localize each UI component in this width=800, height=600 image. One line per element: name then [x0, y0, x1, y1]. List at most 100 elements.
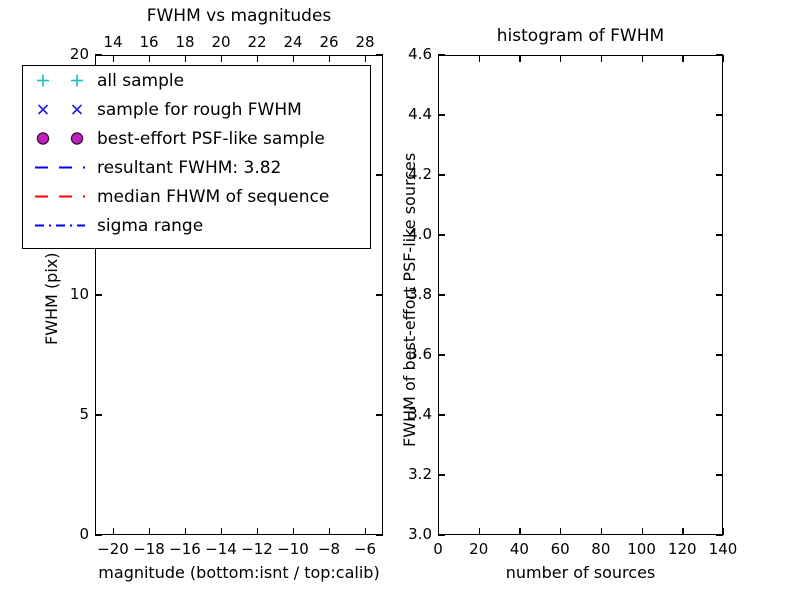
- legend-item-resultant-fwhm: resultant FWHM: 3.82: [23, 153, 370, 182]
- axis-tick: [560, 55, 562, 62]
- axis-tick: [257, 55, 259, 62]
- axis-tick: [185, 55, 187, 62]
- hist-ytick-label: 4.0: [408, 225, 432, 243]
- axis-tick: [95, 534, 102, 536]
- axis-tick: [716, 354, 723, 356]
- axis-tick: [376, 54, 383, 56]
- ytick-label: 0: [79, 525, 89, 543]
- axis-tick: [329, 528, 331, 535]
- axis-tick: [438, 354, 445, 356]
- legend-item-median-fwhm: median FHWM of sequence: [23, 182, 370, 211]
- axis-tick: [438, 534, 445, 536]
- legend-label: resultant FWHM: 3.82: [97, 157, 282, 178]
- hist-ytick-label: 3.2: [408, 465, 432, 483]
- axis-tick: [221, 55, 223, 62]
- xtick-top-label: 20: [211, 33, 231, 51]
- plus-icon: [23, 66, 97, 95]
- axis-tick: [478, 528, 480, 535]
- axis-tick: [329, 55, 331, 62]
- xtick-bottom-label: −14: [205, 540, 237, 558]
- axis-tick: [560, 528, 562, 535]
- hist-xtick-label: 120: [667, 540, 697, 558]
- hist-xtick-label: 40: [509, 540, 529, 558]
- hist-xtick-label: 0: [433, 540, 443, 558]
- legend-item-sigma-range: sigma range: [23, 211, 370, 240]
- axis-tick: [293, 528, 295, 535]
- axis-tick: [95, 414, 102, 416]
- xtick-top-label: 18: [175, 33, 195, 51]
- xtick-top-label: 14: [103, 33, 123, 51]
- axis-tick: [438, 55, 440, 62]
- axis-tick: [376, 534, 383, 536]
- axis-tick: [438, 174, 445, 176]
- axis-tick: [293, 55, 295, 62]
- axis-tick: [438, 234, 445, 236]
- xtick-top-label: 24: [283, 33, 303, 51]
- hist-ytick-label: 4.2: [408, 165, 432, 183]
- axis-tick: [113, 528, 115, 535]
- axis-tick: [438, 474, 445, 476]
- axis-tick: [716, 54, 723, 56]
- xtick-bottom-label: −8: [317, 540, 341, 558]
- axis-tick: [221, 528, 223, 535]
- axis-tick: [438, 54, 445, 56]
- legend-item-all-sample: all sample: [23, 66, 370, 95]
- axis-tick: [716, 234, 723, 236]
- xtick-bottom-label: −20: [97, 540, 129, 558]
- hist-ytick-label: 3.4: [408, 405, 432, 423]
- hist-xtick-label: 60: [550, 540, 570, 558]
- axis-tick: [641, 528, 643, 535]
- axis-tick: [149, 55, 151, 62]
- axis-tick: [641, 55, 643, 62]
- axis-tick: [257, 528, 259, 535]
- ytick-label: 20: [69, 45, 89, 63]
- axis-tick: [149, 528, 151, 535]
- axis-tick: [376, 414, 383, 416]
- dashed-line-icon: [23, 182, 97, 211]
- hist-ytick-label: 4.6: [408, 45, 432, 63]
- legend-label: median FHWM of sequence: [97, 186, 330, 207]
- hist-yaxis-title: FWHM of best-effort PSF-like sources: [400, 152, 419, 447]
- axis-tick: [438, 528, 440, 535]
- xtick-bottom-label: −16: [169, 540, 201, 558]
- ytick-label: 5: [79, 405, 89, 423]
- axis-tick: [95, 294, 102, 296]
- left-plot-title: FWHM vs magnitudes: [146, 6, 332, 26]
- cross-icon: [23, 95, 97, 124]
- axis-tick: [376, 294, 383, 296]
- axis-tick: [185, 528, 187, 535]
- histogram-frame: [438, 55, 723, 535]
- legend-label: all sample: [97, 70, 185, 91]
- xtick-bottom-label: −10: [277, 540, 309, 558]
- left-yaxis-title: FWHM (pix): [42, 252, 61, 346]
- left-xaxis-title: magnitude (bottom:isnt / top:calib): [98, 563, 380, 582]
- hist-ytick-label: 3.6: [408, 345, 432, 363]
- axis-tick: [478, 55, 480, 62]
- xtick-top-label: 28: [355, 33, 375, 51]
- axis-tick: [682, 55, 684, 62]
- axis-tick: [716, 414, 723, 416]
- axis-tick: [365, 55, 367, 62]
- legend-label: best-effort PSF-like sample: [97, 128, 325, 149]
- hist-xtick-label: 100: [627, 540, 656, 558]
- histogram-panel: [438, 55, 723, 535]
- legend-box: all sample sample for rough FWHM best-ef…: [22, 65, 371, 249]
- hist-ytick-label: 3.0: [408, 525, 432, 543]
- xtick-top-label: 26: [319, 33, 339, 51]
- axis-tick: [716, 474, 723, 476]
- axis-tick: [519, 55, 521, 62]
- axis-tick: [600, 55, 603, 62]
- legend-item-psf-sample: best-effort PSF-like sample: [23, 124, 370, 153]
- axis-tick: [376, 174, 383, 176]
- axis-tick: [113, 55, 115, 62]
- axis-tick: [716, 174, 723, 176]
- axis-tick: [438, 114, 445, 116]
- xtick-bottom-label: −6: [353, 540, 377, 558]
- xtick-top-label: 16: [139, 33, 159, 51]
- legend-item-rough-fwhm: sample for rough FWHM: [23, 95, 370, 124]
- dashed-line-icon: [23, 153, 97, 182]
- axis-tick: [716, 294, 723, 296]
- hist-ytick-label: 4.4: [408, 105, 432, 123]
- axis-tick: [723, 528, 725, 535]
